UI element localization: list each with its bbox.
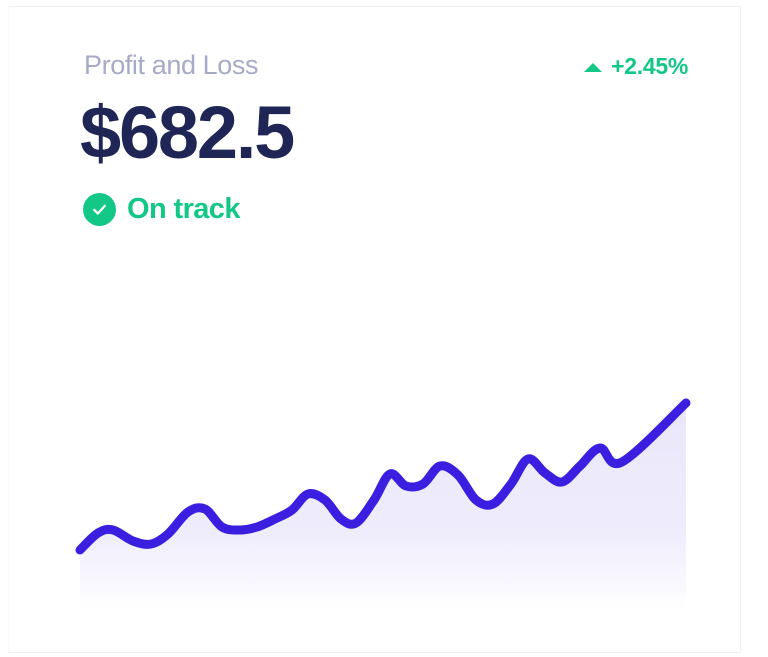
delta-percent-value: +2.45% xyxy=(611,53,688,79)
chart-line xyxy=(75,398,691,555)
status-badge: On track xyxy=(83,193,240,226)
chart-area-fill xyxy=(80,403,686,615)
card-left-border xyxy=(8,6,9,652)
page-title: Profit and Loss xyxy=(84,50,259,80)
triangle-up-icon xyxy=(584,62,603,72)
primary-metric-value: $682.5 xyxy=(80,91,295,174)
profit-and-loss-area-chart xyxy=(0,330,768,657)
card-top-border xyxy=(8,6,741,7)
delta-badge: +2.45% xyxy=(584,53,688,80)
check-circle-icon xyxy=(83,193,116,226)
chart-canvas xyxy=(75,398,691,615)
card-bottom-border xyxy=(8,652,741,653)
card-right-border xyxy=(740,6,741,652)
status-label: On track xyxy=(127,193,240,225)
card-header: Profit and Loss +2.45% xyxy=(84,50,688,90)
